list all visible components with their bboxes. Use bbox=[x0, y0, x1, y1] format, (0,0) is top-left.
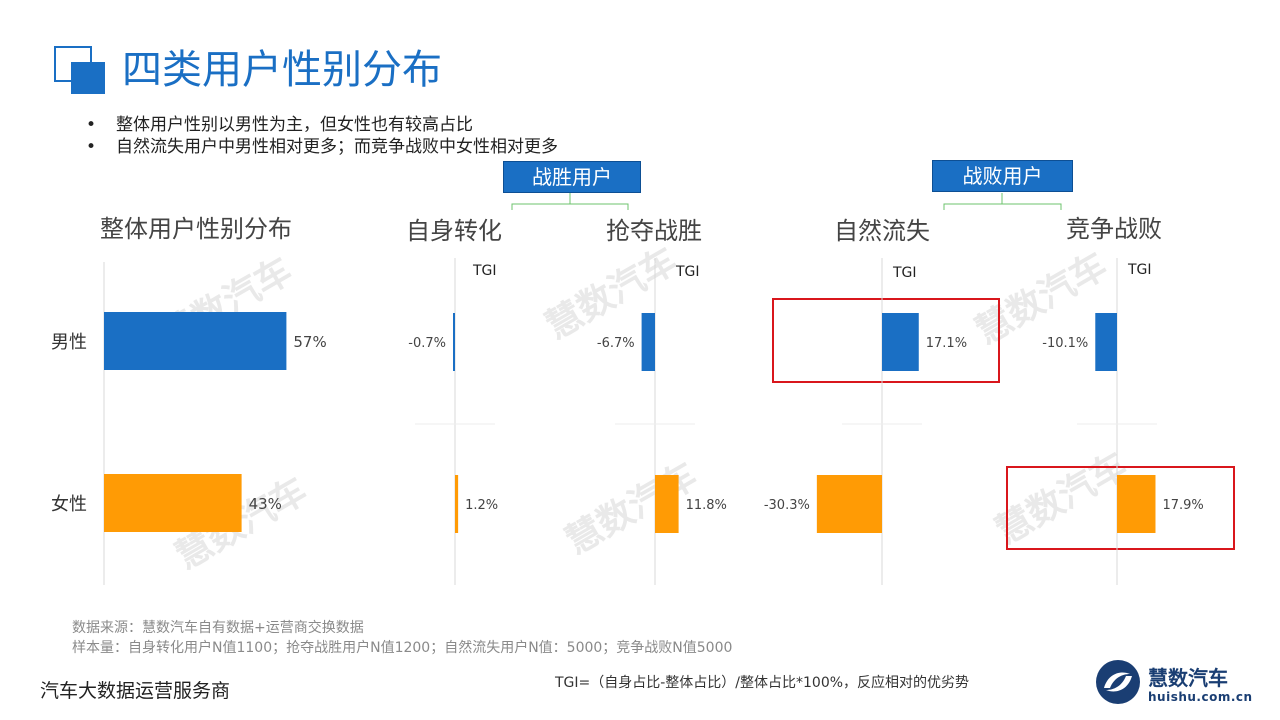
data-label: 43% bbox=[249, 495, 282, 513]
bar-male bbox=[1095, 313, 1117, 371]
data-label: 17.9% bbox=[1162, 498, 1203, 513]
data-label: -0.7% bbox=[408, 336, 446, 351]
data-label: 17.1% bbox=[926, 336, 967, 351]
section-label-win: 战胜用户 bbox=[503, 161, 641, 193]
watermark-text: 慧数汽车 bbox=[559, 455, 704, 563]
bullet-dot-icon: • bbox=[86, 137, 97, 157]
bar-male bbox=[453, 313, 455, 371]
highlight-box-natural-loss-male bbox=[772, 298, 1000, 383]
huishu-logo-icon bbox=[1096, 660, 1140, 704]
bar-male bbox=[882, 313, 919, 371]
group-title-natural-loss: 自然流失 bbox=[834, 217, 930, 245]
data-label: 1.2% bbox=[465, 498, 498, 513]
group-title-overall: 整体用户性别分布 bbox=[100, 215, 292, 243]
section-brace-lose bbox=[943, 193, 1062, 210]
summary-bullets: • 整体用户性别以男性为主，但女性也有较高占比 • 自然流失用户中男性相对更多；… bbox=[86, 114, 558, 158]
bullet-text: 整体用户性别以男性为主，但女性也有较高占比 bbox=[116, 115, 473, 135]
bullet-text: 自然流失用户中男性相对更多；而竞争战败中女性相对更多 bbox=[116, 137, 558, 157]
bar-female bbox=[104, 474, 242, 532]
tgi-axis-label: TGI bbox=[675, 264, 700, 280]
category-label-male: 男性 bbox=[51, 332, 87, 353]
category-label-female: 女性 bbox=[51, 494, 87, 515]
group-title-win-compete: 抢夺战胜 bbox=[606, 217, 702, 245]
bar-male bbox=[104, 312, 287, 370]
footer-source-block: 数据来源：慧数汽车自有数据+运营商交换数据 样本量：自身转化用户N值1100；抢… bbox=[72, 618, 732, 658]
footer-sample: 样本量：自身转化用户N值1100；抢夺战胜用户N值1200；自然流失用户N值：5… bbox=[72, 640, 733, 656]
bar-female bbox=[455, 475, 459, 533]
data-label: -30.3% bbox=[764, 498, 810, 513]
bars-layer: 57% 43% -0.7% 1.2% -6.7% 11.8% 17.1% -30.3% -10.… bbox=[103, 258, 1204, 585]
section-label-lose: 战败用户 bbox=[932, 160, 1073, 192]
bullet-item: • 整体用户性别以男性为主，但女性也有较高占比 bbox=[86, 114, 558, 136]
highlight-box-compete-loss-female bbox=[1006, 466, 1235, 550]
tgi-axis-label: TGI bbox=[1127, 262, 1152, 278]
group-title-compete-loss: 竞争战败 bbox=[1066, 215, 1162, 243]
watermark-text: 慧数汽车 bbox=[989, 445, 1134, 553]
data-label: 57% bbox=[293, 333, 326, 351]
data-label: 11.8% bbox=[686, 498, 727, 513]
section-brace-win bbox=[511, 193, 629, 210]
footer-tgi-note: TGI=（自身占比-整体占比）/整体占比*100%，反应相对的优劣势 bbox=[555, 675, 970, 691]
bar-female bbox=[655, 475, 679, 533]
watermark-text: 慧数汽车 bbox=[539, 240, 684, 348]
bar-male bbox=[641, 313, 655, 371]
data-label: -10.1% bbox=[1042, 336, 1088, 351]
footer-source: 数据来源：慧数汽车自有数据+运营商交换数据 bbox=[72, 620, 364, 636]
bullet-item: • 自然流失用户中男性相对更多；而竞争战败中女性相对更多 bbox=[86, 136, 558, 158]
group-title-self-convert: 自身转化 bbox=[406, 217, 502, 245]
tgi-axis-label: TGI bbox=[472, 263, 497, 279]
logo-url: huishu.com.cn bbox=[1148, 690, 1253, 704]
tgi-axis-label: TGI bbox=[892, 265, 917, 281]
bar-female bbox=[816, 475, 882, 533]
bullet-dot-icon: • bbox=[86, 115, 97, 135]
data-label: -6.7% bbox=[597, 336, 635, 351]
logo-name: 慧数汽车 bbox=[1148, 666, 1228, 690]
page-title: 四类用户性别分布 bbox=[122, 47, 442, 93]
footer-tagline: 汽车大数据运营服务商 bbox=[40, 680, 231, 702]
watermark-layer: 慧数汽车 慧数汽车 慧数汽车 慧数汽车 慧数汽车 慧数汽车 bbox=[154, 240, 1134, 578]
bar-female bbox=[1117, 475, 1156, 533]
title-decoration-filled bbox=[71, 62, 105, 94]
